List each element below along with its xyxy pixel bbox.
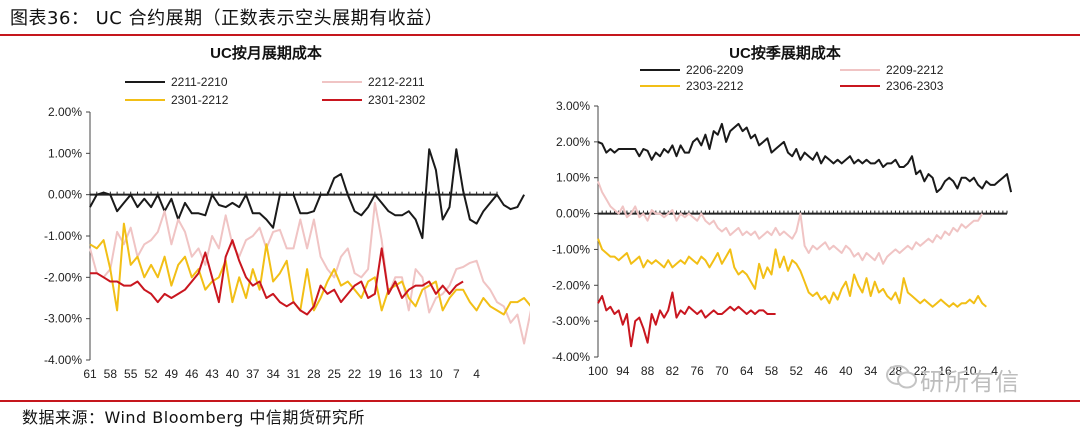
chart-title: UC按月展期成本 bbox=[210, 44, 322, 62]
x-tick-label: 31 bbox=[287, 367, 301, 381]
x-tick-label: 46 bbox=[814, 364, 828, 378]
y-tick-label: 3.00% bbox=[556, 99, 590, 113]
series-line-2301-2302 bbox=[90, 239, 464, 316]
x-tick-label: 28 bbox=[307, 367, 321, 381]
x-tick-label: 10 bbox=[429, 367, 443, 381]
y-tick-label: 1.00% bbox=[48, 146, 82, 160]
x-tick-label: 64 bbox=[740, 364, 754, 378]
y-tick-label: 0.00% bbox=[556, 207, 590, 221]
series-line-2212-2211 bbox=[89, 201, 530, 345]
top-rule bbox=[0, 34, 1080, 36]
x-tick-label: 16 bbox=[389, 367, 403, 381]
x-tick-label: 19 bbox=[368, 367, 382, 381]
y-tick-label: -1.00% bbox=[44, 229, 82, 243]
x-tick-label: 4 bbox=[473, 367, 480, 381]
y-tick-label: 0.00% bbox=[48, 188, 82, 202]
x-tick-label: 52 bbox=[790, 364, 804, 378]
x-tick-label: 7 bbox=[453, 367, 460, 381]
x-tick-label: 76 bbox=[690, 364, 704, 378]
x-tick-label: 37 bbox=[246, 367, 260, 381]
series-line-2209-2212 bbox=[597, 180, 984, 265]
x-tick-label: 46 bbox=[185, 367, 199, 381]
series-line-2306-2303 bbox=[597, 291, 776, 348]
x-tick-label: 4 bbox=[991, 364, 998, 378]
x-tick-label: 94 bbox=[616, 364, 630, 378]
y-tick-label: -2.00% bbox=[44, 270, 82, 284]
x-tick-label: 70 bbox=[715, 364, 729, 378]
y-tick-label: -2.00% bbox=[552, 278, 590, 292]
series-line-2303-2212 bbox=[597, 238, 987, 308]
legend-label-2209-2212: 2209-2212 bbox=[886, 63, 944, 77]
y-tick-label: 2.00% bbox=[48, 105, 82, 119]
x-tick-label: 82 bbox=[666, 364, 680, 378]
x-tick-label: 43 bbox=[205, 367, 219, 381]
x-tick-label: 40 bbox=[839, 364, 853, 378]
x-tick-label: 22 bbox=[914, 364, 928, 378]
x-tick-label: 25 bbox=[328, 367, 342, 381]
x-tick-label: 34 bbox=[864, 364, 878, 378]
legend-label-2206-2209: 2206-2209 bbox=[686, 63, 744, 77]
x-tick-label: 22 bbox=[348, 367, 362, 381]
x-tick-label: 58 bbox=[765, 364, 779, 378]
y-tick-label: -3.00% bbox=[44, 312, 82, 326]
y-tick-label: -3.00% bbox=[552, 314, 590, 328]
x-tick-label: 52 bbox=[144, 367, 158, 381]
x-tick-label: 49 bbox=[165, 367, 179, 381]
watermark-text: 研所有信 bbox=[920, 368, 1020, 396]
series-line-2211-2210 bbox=[89, 148, 525, 240]
x-tick-label: 16 bbox=[938, 364, 952, 378]
x-tick-label: 13 bbox=[409, 367, 423, 381]
x-tick-label: 61 bbox=[83, 367, 97, 381]
y-tick-label: -1.00% bbox=[552, 242, 590, 256]
x-tick-label: 58 bbox=[104, 367, 118, 381]
x-tick-label: 34 bbox=[266, 367, 280, 381]
wechat-icon bbox=[886, 364, 918, 394]
series-line-2206-2209 bbox=[597, 122, 1013, 194]
legend-label-2212-2211: 2212-2211 bbox=[368, 75, 425, 89]
chart-title: UC按季展期成本 bbox=[729, 44, 841, 62]
x-tick-label: 88 bbox=[641, 364, 655, 378]
y-tick-label: -4.00% bbox=[44, 353, 82, 367]
monthly-roll-cost-chart: UC按月展期成本 2211-2210 2212-2211 2301-2212 2301-… bbox=[44, 44, 530, 381]
y-tick-label: 2.00% bbox=[556, 135, 590, 149]
x-tick-label: 10 bbox=[963, 364, 977, 378]
x-tick-label: 100 bbox=[588, 364, 608, 378]
legend-label-2303-2212: 2303-2212 bbox=[686, 79, 744, 93]
legend-label-2301-2302: 2301-2302 bbox=[368, 93, 426, 107]
legend-label-2306-2303: 2306-2303 bbox=[886, 79, 944, 93]
legend-label-2211-2210: 2211-2210 bbox=[171, 75, 228, 89]
y-tick-label: 1.00% bbox=[556, 171, 590, 185]
legend-label-2301-2212: 2301-2212 bbox=[171, 93, 229, 107]
series-line-2301-2212 bbox=[89, 222, 530, 316]
source-note: 数据来源：Wind Bloomberg 中信期货研究所 bbox=[22, 408, 365, 427]
x-tick-label: 40 bbox=[226, 367, 240, 381]
bottom-rule bbox=[0, 400, 1080, 402]
figure-title: 图表36： UC 合约展期（正数表示空头展期有收益） bbox=[10, 8, 444, 29]
x-tick-label: 55 bbox=[124, 367, 138, 381]
y-tick-label: -4.00% bbox=[552, 350, 590, 364]
